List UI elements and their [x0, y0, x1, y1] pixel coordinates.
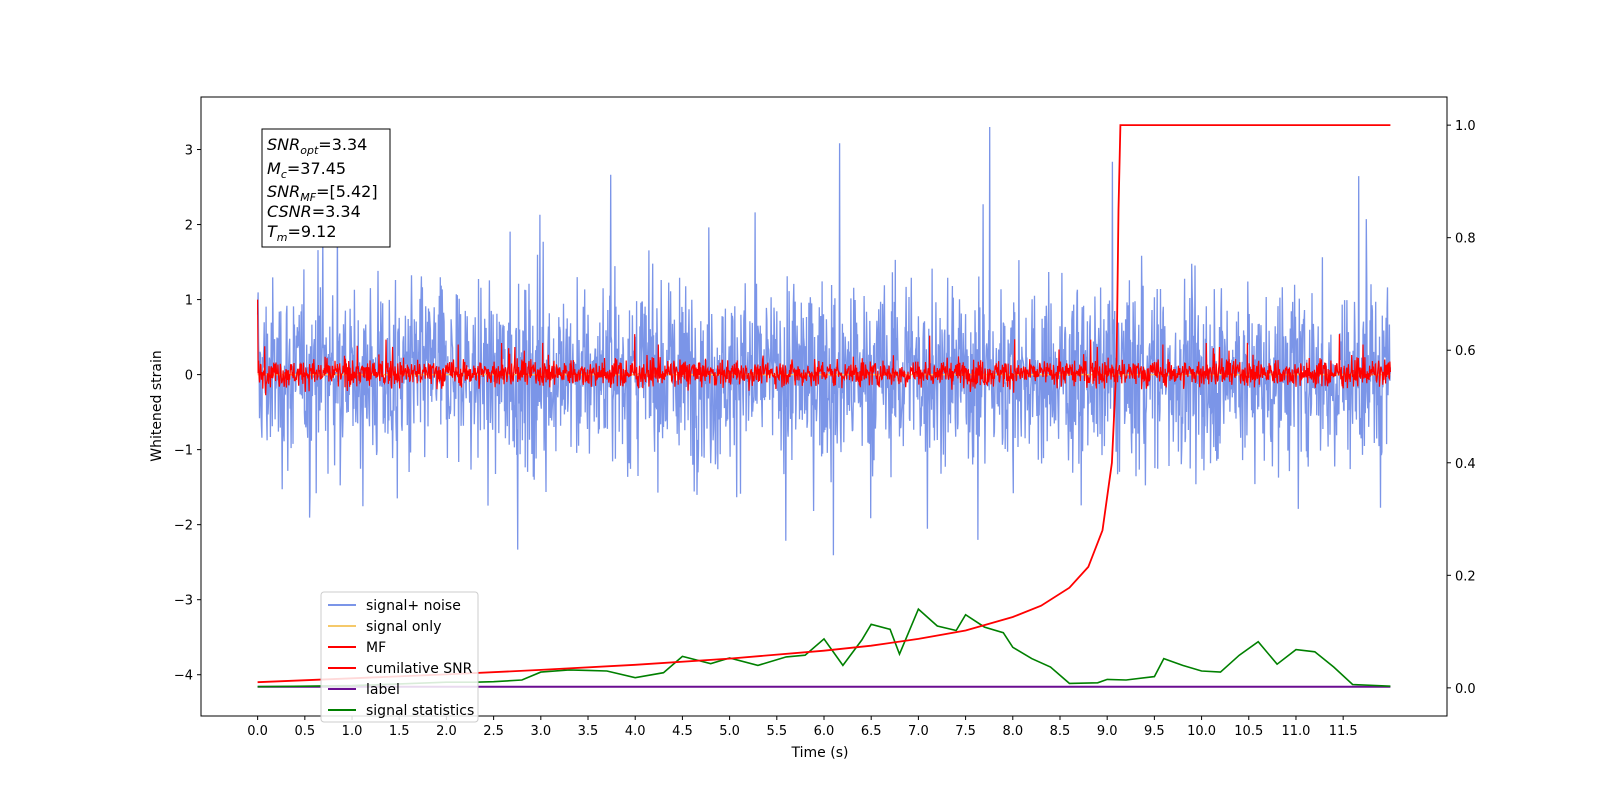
legend-label-signal-noise: signal+ noise — [366, 598, 461, 614]
info-csnr: CSNR=3.34 — [267, 202, 361, 221]
info-box: SNRopt=3.34 Mc=37.45 SNRMF=[5.42] CSNR=3… — [261, 128, 391, 248]
x-tick-label: 5.0 — [719, 724, 740, 739]
x-tick-label: 0.5 — [294, 724, 315, 739]
legend-label-signal-statistics: signal statistics — [366, 703, 474, 719]
legend: signal+ noise signal only MF cumilative … — [320, 591, 479, 723]
legend-label-label: label — [366, 682, 400, 698]
info-mc: Mc=37.45 — [267, 159, 346, 181]
x-tick-label: 4.5 — [672, 724, 693, 739]
y2-tick-label: 0.4 — [1455, 457, 1476, 472]
x-tick-label: 6.5 — [861, 724, 882, 739]
y2-tick-label: 0.2 — [1455, 569, 1476, 584]
x-tick-label: 7.0 — [908, 724, 929, 739]
info-snr-mf: SNRMF=[5.42] — [267, 182, 378, 204]
x-tick-label: 5.5 — [766, 724, 787, 739]
y-tick-label: 2 — [185, 219, 193, 234]
y2-tick-label: 0.0 — [1455, 682, 1476, 697]
legend-label-cumulative-snr: cumilative SNR — [366, 661, 473, 677]
y-tick-label: −3 — [174, 594, 193, 609]
info-snr-opt: SNRopt=3.34 — [267, 135, 367, 157]
series-mf-line — [257, 299, 1391, 396]
y-tick-label: 1 — [185, 294, 193, 309]
x-tick-label: 1.0 — [342, 724, 363, 739]
y-tick-label: 0 — [185, 369, 193, 384]
y-axis-ticks: −4 −3 −2 −1 0 1 2 3 — [174, 144, 201, 684]
y-tick-label: −4 — [174, 669, 193, 684]
x-tick-label: 2.5 — [483, 724, 504, 739]
x-tick-label: 7.5 — [955, 724, 976, 739]
y-axis-label: Whitened strain — [149, 350, 165, 461]
y-tick-label: 3 — [185, 144, 193, 159]
x-tick-label: 9.0 — [1097, 724, 1118, 739]
x-tick-label: 9.5 — [1144, 724, 1165, 739]
y-tick-label: −1 — [174, 444, 193, 459]
x-tick-label: 4.0 — [625, 724, 646, 739]
x-tick-label: 10.5 — [1234, 724, 1263, 739]
x-axis-label: Time (s) — [791, 745, 849, 761]
legend-label-signal-only: signal only — [366, 619, 441, 635]
series-cumulative-snr-line — [257, 124, 1391, 684]
x-tick-label: 0.0 — [247, 724, 268, 739]
legend-label-mf: MF — [366, 640, 386, 656]
x-tick-label: 11.5 — [1329, 724, 1358, 739]
y2-tick-label: 0.8 — [1455, 232, 1476, 247]
x-tick-label: 3.0 — [530, 724, 551, 739]
x-tick-label: 10.0 — [1187, 724, 1216, 739]
x-tick-label: 8.0 — [1002, 724, 1023, 739]
y-tick-label: −2 — [174, 519, 193, 534]
series-signal-statistics-line — [257, 607, 1391, 688]
x-axis-ticks: 0.0 0.5 1.0 1.5 2.0 2.5 3.0 3.5 4.0 4.5 5.0 5.5 6.0 6… — [247, 716, 1358, 739]
x-tick-label: 11.0 — [1281, 724, 1310, 739]
series-signal-noise-line — [256, 126, 1392, 556]
y2-tick-label: 1.0 — [1455, 119, 1476, 134]
x-tick-label: 6.0 — [814, 724, 835, 739]
x-tick-label: 2.0 — [436, 724, 457, 739]
y2-tick-label: 0.6 — [1455, 344, 1476, 359]
x-tick-label: 8.5 — [1050, 724, 1071, 739]
y2-axis-ticks: 0.0 0.2 0.4 0.6 0.8 1.0 — [1447, 119, 1476, 697]
x-tick-label: 1.5 — [389, 724, 410, 739]
info-tm: Tm=9.12 — [267, 222, 337, 244]
x-tick-label: 3.5 — [578, 724, 599, 739]
